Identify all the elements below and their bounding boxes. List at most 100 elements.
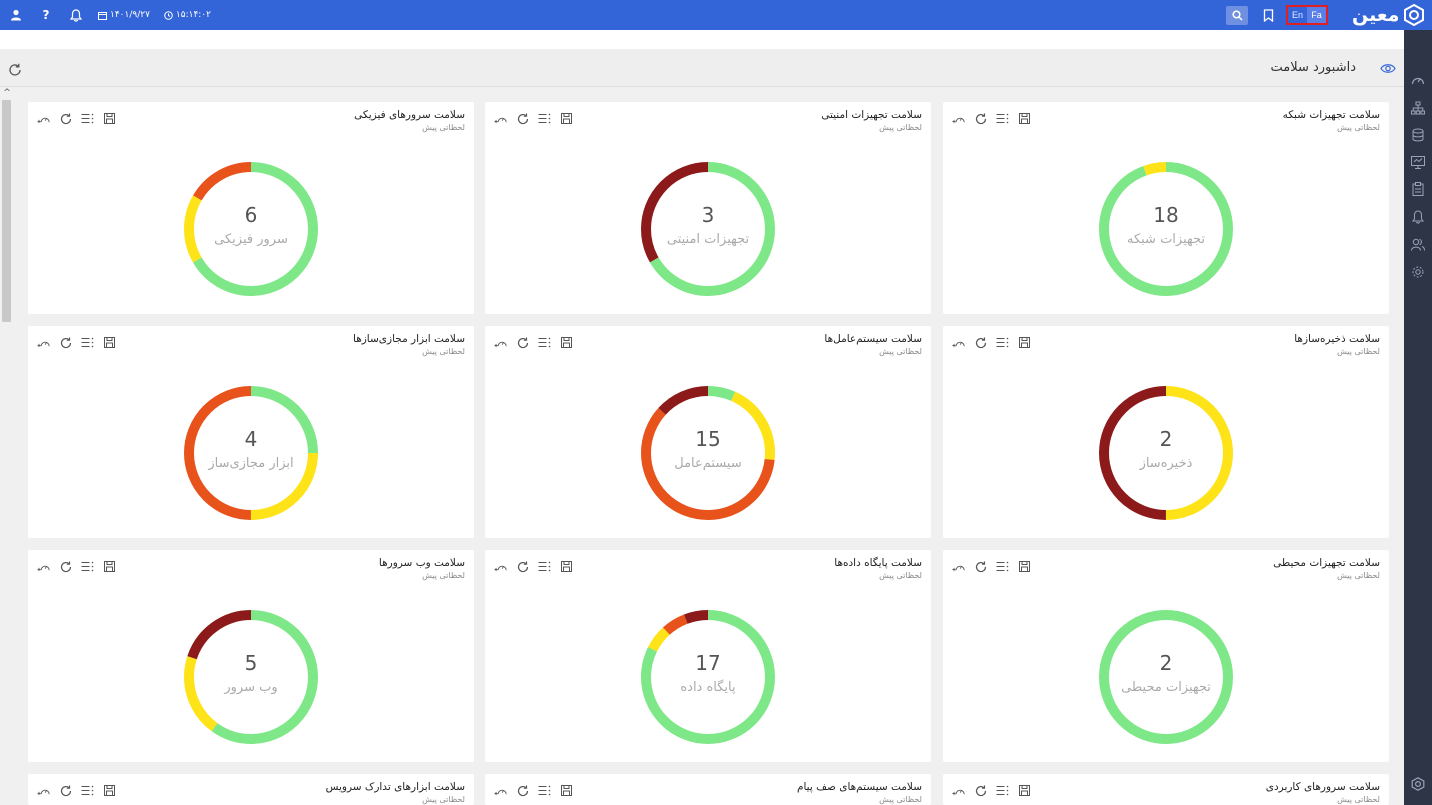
refresh-icon[interactable] (516, 560, 529, 573)
users-icon[interactable] (1410, 236, 1426, 252)
refresh-icon[interactable] (974, 784, 987, 797)
scrollbar-thumb[interactable] (2, 100, 11, 322)
monitor-icon[interactable] (1410, 154, 1426, 170)
save-icon[interactable] (103, 112, 116, 125)
topology-icon[interactable] (1410, 100, 1426, 116)
save-icon[interactable] (103, 784, 116, 797)
gauge-plus-icon[interactable] (952, 560, 965, 573)
save-icon[interactable] (560, 784, 573, 797)
lang-fa-button[interactable]: Fa (1307, 7, 1326, 23)
gauge-plus-icon[interactable] (37, 336, 50, 349)
user-icon[interactable] (8, 7, 24, 23)
save-icon[interactable] (1018, 112, 1031, 125)
donut-segment-orange[interactable] (184, 162, 318, 296)
refresh-icon[interactable] (59, 784, 72, 797)
list-icon[interactable] (538, 784, 551, 797)
list-icon[interactable] (538, 560, 551, 573)
gauge-plus-icon[interactable] (37, 560, 50, 573)
save-icon[interactable] (1018, 784, 1031, 797)
donut-segment-yellow[interactable] (184, 386, 318, 520)
sidebar-logo-icon[interactable] (1410, 776, 1426, 792)
gauge-plus-icon[interactable] (494, 560, 507, 573)
list-icon[interactable] (81, 112, 94, 125)
health-card: سلامت تجهیزات امنیتی لحظاتی پیش 3 تجهیزات ا… (485, 102, 931, 314)
card-title: سلامت سرورهای فیزیکی (354, 109, 465, 121)
bell-icon[interactable] (68, 7, 84, 23)
donut-segment-green[interactable] (1099, 610, 1233, 744)
gauge-plus-icon[interactable] (494, 336, 507, 349)
refresh-icon[interactable] (516, 336, 529, 349)
donut-segment-yellow[interactable] (641, 386, 775, 520)
lang-en-button[interactable]: En (1291, 10, 1303, 20)
donut-chart[interactable] (181, 159, 321, 299)
list-icon[interactable] (996, 336, 1009, 349)
refresh-icon[interactable] (59, 336, 72, 349)
donut-segment-darkred[interactable] (641, 386, 775, 520)
donut-segment-yellow[interactable] (184, 162, 318, 296)
card-title: سلامت تجهیزات محیطی (1273, 557, 1380, 569)
donut-segment-darkred[interactable] (184, 610, 318, 744)
database-icon[interactable] (1410, 127, 1426, 143)
card-toolbar (494, 560, 573, 573)
logo[interactable]: معین (1352, 3, 1425, 27)
donut-segment-darkred[interactable] (1099, 386, 1233, 520)
gauge-plus-icon[interactable] (952, 336, 965, 349)
health-card: سلامت سرورهای فیزیکی لحظاتی پیش 6 سرور فیزی… (28, 102, 474, 314)
donut-segment-orange[interactable] (184, 386, 318, 520)
eye-icon[interactable] (1380, 63, 1396, 74)
save-icon[interactable] (103, 560, 116, 573)
list-icon[interactable] (538, 336, 551, 349)
list-icon[interactable] (996, 560, 1009, 573)
save-icon[interactable] (560, 560, 573, 573)
list-icon[interactable] (81, 784, 94, 797)
bookmark-button[interactable] (1260, 6, 1276, 24)
donut-segment-orange[interactable] (641, 386, 775, 520)
refresh-icon[interactable] (59, 112, 72, 125)
save-icon[interactable] (1018, 560, 1031, 573)
list-icon[interactable] (996, 112, 1009, 125)
gauge-plus-icon[interactable] (37, 784, 50, 797)
card-title: سلامت سیستم‌های صف پیام (796, 781, 922, 793)
refresh-icon[interactable] (59, 560, 72, 573)
donut-segment-yellow[interactable] (1099, 162, 1233, 296)
gauge-plus-icon[interactable] (494, 784, 507, 797)
save-icon[interactable] (1018, 336, 1031, 349)
donut-chart[interactable] (1096, 607, 1236, 747)
search-button[interactable] (1226, 6, 1248, 25)
clipboard-icon[interactable] (1410, 181, 1426, 197)
refresh-icon[interactable] (516, 112, 529, 125)
donut-chart[interactable] (638, 383, 778, 523)
refresh-icon[interactable] (974, 560, 987, 573)
refresh-icon[interactable] (974, 336, 987, 349)
save-icon[interactable] (560, 336, 573, 349)
donut-chart[interactable] (1096, 383, 1236, 523)
health-card: سلامت ذخیره‌سازها لحظاتی پیش 2 ذخیره‌ساز (943, 326, 1389, 538)
donut-chart[interactable] (1096, 159, 1236, 299)
settings-gear-icon[interactable] (1410, 264, 1426, 280)
donut-segment-darkred[interactable] (641, 610, 775, 744)
refresh-icon[interactable] (974, 112, 987, 125)
list-icon[interactable] (996, 784, 1009, 797)
donut-chart[interactable] (638, 607, 778, 747)
refresh-all-icon[interactable] (8, 63, 22, 77)
list-icon[interactable] (81, 560, 94, 573)
refresh-icon[interactable] (516, 784, 529, 797)
save-icon[interactable] (560, 112, 573, 125)
donut-segment-yellow[interactable] (184, 610, 318, 744)
list-icon[interactable] (81, 336, 94, 349)
donut-chart[interactable] (638, 159, 778, 299)
donut-chart[interactable] (181, 607, 321, 747)
gauge-plus-icon[interactable] (37, 112, 50, 125)
dashboard-gauge-icon[interactable] (1410, 72, 1426, 88)
donut-segment-darkred[interactable] (641, 162, 775, 296)
list-icon[interactable] (538, 112, 551, 125)
help-icon[interactable]: ? (42, 8, 50, 22)
save-icon[interactable] (103, 336, 116, 349)
alert-bell-icon[interactable] (1410, 209, 1426, 225)
gauge-plus-icon[interactable] (494, 112, 507, 125)
donut-segment-green[interactable] (1099, 162, 1233, 296)
donut-chart[interactable] (181, 383, 321, 523)
gauge-plus-icon[interactable] (952, 784, 965, 797)
gauge-plus-icon[interactable] (952, 112, 965, 125)
scroll-up-arrow[interactable]: ^ (3, 88, 11, 98)
